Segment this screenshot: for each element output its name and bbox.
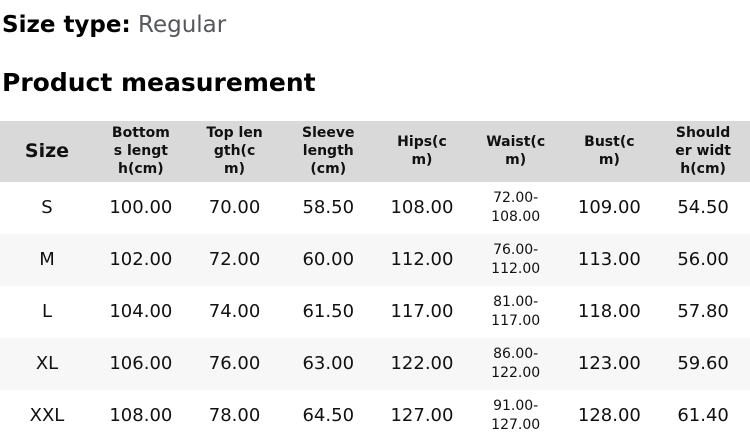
table-row-l: L 104.00 74.00 61.50 117.00 81.00-117.00…	[0, 285, 750, 338]
cell-top-length: 74.00	[208, 300, 261, 322]
cell-bottoms-length: 104.00	[109, 300, 173, 322]
table-header-row: Size Bottoms length(cm) Top length(cm) S…	[0, 120, 750, 182]
cell-size: S	[41, 196, 53, 218]
cell-shoulder-width: 56.00	[677, 248, 729, 270]
cell-shoulder-width: 57.80	[677, 300, 729, 322]
cell-shoulder-width: 54.50	[677, 196, 729, 218]
cell-bust: 109.00	[577, 196, 641, 218]
column-header-shoulder-width: Shoulder width(cm)	[656, 120, 750, 182]
table-row-s: S 100.00 70.00 58.50 108.00 72.00-108.00…	[0, 181, 750, 234]
cell-size: XL	[35, 352, 59, 374]
column-header-size: Size	[0, 120, 94, 182]
cell-hips: 127.00	[390, 404, 454, 426]
cell-size: M	[39, 248, 55, 270]
cell-waist: 81.00-117.00	[491, 294, 541, 329]
cell-bust: 123.00	[577, 352, 641, 374]
cell-shoulder-width: 59.60	[677, 352, 729, 374]
cell-top-length: 70.00	[208, 196, 261, 218]
table-row-xxl: XXL 108.00 78.00 64.50 127.00 91.00-127.…	[0, 389, 750, 442]
cell-top-length: 78.00	[208, 404, 261, 426]
column-header-top-length: Top length(cm)	[187, 120, 282, 182]
cell-hips: 112.00	[390, 248, 454, 270]
column-header-bust: Bust(cm)	[562, 120, 657, 182]
column-header-bottoms-length: Bottoms length(cm)	[94, 120, 188, 182]
cell-waist: 76.00-112.00	[491, 242, 541, 277]
cell-sleeve-length: 58.50	[302, 196, 355, 218]
cell-waist: 91.00-127.00	[491, 398, 541, 433]
cell-hips: 108.00	[390, 196, 454, 218]
page-title: Product measurement	[2, 67, 316, 97]
cell-bottoms-length: 102.00	[109, 248, 173, 270]
column-header-hips: Hips(cm)	[375, 120, 469, 182]
column-header-sleeve-length: Sleeve length(cm)	[281, 120, 376, 182]
cell-top-length: 76.00	[208, 352, 261, 374]
cell-bust: 128.00	[577, 404, 641, 426]
size-type-label: Size type:	[2, 12, 131, 38]
cell-waist: 72.00-108.00	[491, 190, 541, 225]
size-type-row: Size type: Regular	[2, 12, 750, 40]
cell-top-length: 72.00	[208, 248, 261, 270]
cell-size: XXL	[29, 404, 65, 426]
cell-sleeve-length: 63.00	[302, 352, 355, 374]
cell-bottoms-length: 108.00	[109, 404, 173, 426]
cell-bottoms-length: 100.00	[109, 196, 173, 218]
cell-hips: 122.00	[390, 352, 454, 374]
cell-sleeve-length: 61.50	[302, 300, 355, 322]
cell-hips: 117.00	[390, 300, 454, 322]
cell-bottoms-length: 106.00	[109, 352, 173, 374]
cell-bust: 118.00	[577, 300, 641, 322]
cell-sleeve-length: 60.00	[302, 248, 355, 270]
table-row-m: M 102.00 72.00 60.00 112.00 76.00-112.00…	[0, 233, 750, 286]
cell-waist: 86.00-122.00	[491, 346, 541, 381]
cell-shoulder-width: 61.40	[677, 404, 729, 426]
measurement-table: Size Bottoms length(cm) Top length(cm) S…	[0, 120, 750, 442]
table-row-xl: XL 106.00 76.00 63.00 122.00 86.00-122.0…	[0, 337, 750, 390]
size-type-value: Regular	[138, 12, 227, 38]
cell-size: L	[41, 300, 53, 322]
column-header-waist: Waist(cm)	[468, 120, 563, 182]
cell-bust: 113.00	[577, 248, 641, 270]
cell-sleeve-length: 64.50	[302, 404, 355, 426]
